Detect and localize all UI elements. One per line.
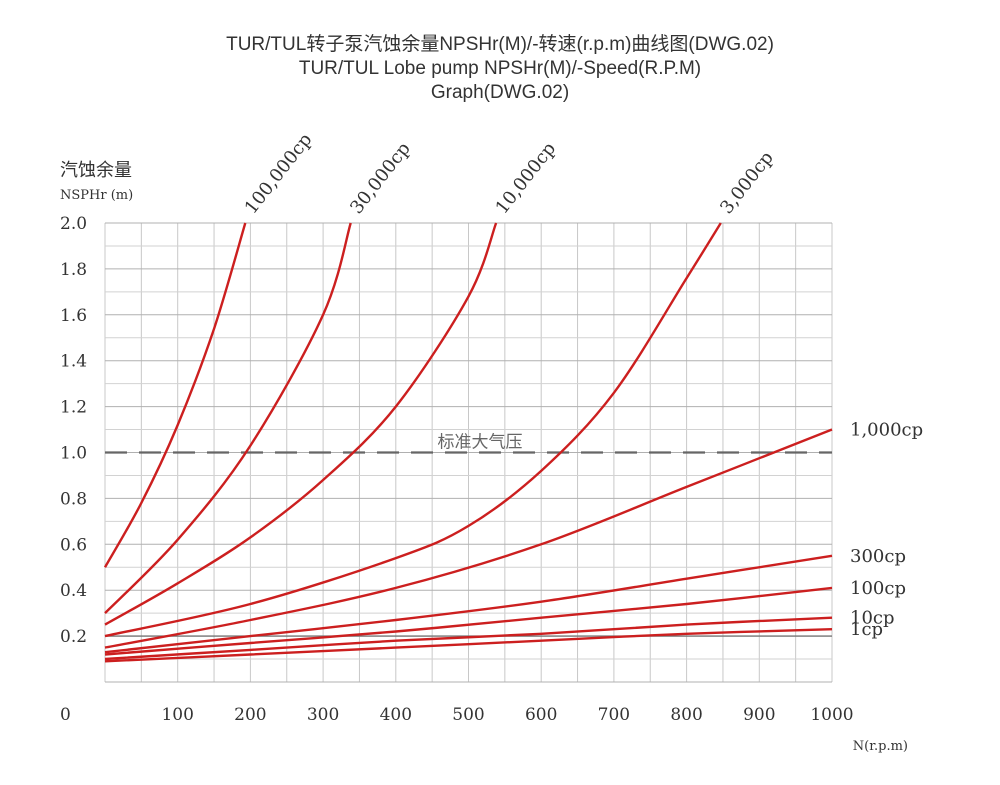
series-label: 100cp [850, 578, 906, 599]
x-tick-label: 300 [307, 705, 339, 725]
x-tick-label: 1000 [810, 705, 853, 725]
y-tick-label: 2.0 [60, 214, 87, 234]
grid [104, 222, 833, 683]
series-label: 10cp [850, 608, 895, 629]
series-line [104, 428, 833, 649]
x-tick-label: 800 [670, 705, 702, 725]
chart-title-block: TUR/TUL转子泵汽蚀余量NPSHr(M)/-转速(r.p.m)曲线图(DWG… [226, 33, 774, 103]
y-tick-label: 1.8 [60, 260, 87, 280]
series-label: 300cp [850, 546, 906, 567]
x-tick-label: 400 [380, 705, 412, 725]
x-origin-label: 0 [60, 705, 71, 725]
series-label: 1,000cp [850, 420, 923, 441]
series-line [104, 586, 833, 656]
tick-labels: 0.2 0.4 0.6 0.8 1.0 1.2 1.4 1.6 1.8 2.0 100 200 300 4… [60, 214, 854, 725]
series-line [104, 222, 498, 626]
series-label: 3,000cp [716, 148, 778, 219]
series-line [104, 554, 833, 654]
chart-title-line-3: Graph(DWG.02) [431, 82, 569, 103]
series-line [104, 222, 352, 614]
x-tick-label: 200 [234, 705, 266, 725]
series-group: 100,000cp 30,000cp 10,000cp 3,000cp 1,000cp 3… [103, 129, 923, 663]
chart-title-line-1: TUR/TUL转子泵汽蚀余量NPSHr(M)/-转速(r.p.m)曲线图(DWG… [226, 33, 774, 55]
y-tick-label: 0.2 [60, 627, 87, 647]
x-tick-label: 600 [525, 705, 557, 725]
x-tick-label: 100 [161, 705, 193, 725]
y-tick-label: 1.2 [60, 398, 87, 418]
series-label: 1cp [850, 619, 883, 640]
x-tick-label: 500 [452, 705, 484, 725]
series-line [104, 222, 722, 638]
chart-title-line-2: TUR/TUL Lobe pump NPSHr(M)/-Speed(R.P.M) [299, 58, 701, 79]
series-label: 30,000cp [346, 138, 415, 218]
y-axis-label-cn: 汽蚀余量 [60, 160, 132, 181]
x-axis-label: N(r.p.m) [853, 739, 908, 754]
y-tick-label: 0.6 [60, 535, 87, 555]
y-tick-label: 0.8 [60, 489, 87, 509]
series-label: 100,000cp [241, 129, 317, 218]
y-axis-label: NSPHr (m) [60, 188, 133, 203]
series-line [104, 628, 833, 663]
reference-line-group: 标准大气压 [105, 433, 832, 454]
series-label: 10,000cp [492, 138, 561, 218]
y-tick-label: 1.4 [60, 352, 87, 372]
x-tick-label: 700 [598, 705, 630, 725]
y-tick-label: 1.0 [60, 444, 87, 464]
y-tick-label: 1.6 [60, 306, 87, 326]
reference-line-label: 标准大气压 [438, 433, 523, 453]
series-line [104, 616, 833, 661]
series-line [103, 222, 247, 568]
y-tick-label: 0.4 [60, 581, 87, 601]
x-tick-label: 900 [743, 705, 775, 725]
